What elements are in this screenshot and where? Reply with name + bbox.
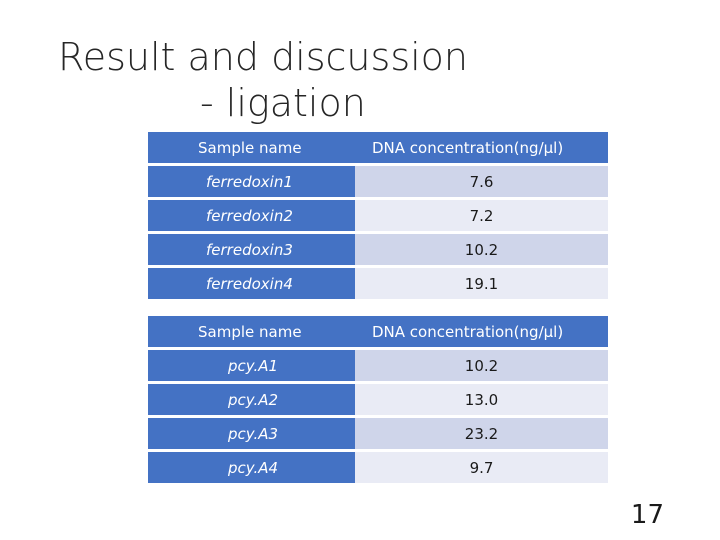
pcya-concentration-table: Sample name DNA concentration(ng/μl) pcy… [148, 316, 608, 483]
table-header-row: Sample name DNA concentration(ng/μl) [148, 316, 608, 349]
table-row: pcy.A1 10.2 [148, 347, 608, 383]
column-header-sample-name: Sample name [148, 316, 355, 349]
slide-title-line2: - ligation [200, 81, 366, 125]
concentration-cell: 7.2 [355, 197, 608, 233]
sample-name-cell: pcy.A4 [148, 449, 355, 483]
table-row: ferredoxin4 19.1 [148, 265, 608, 299]
table-row: ferredoxin2 7.2 [148, 197, 608, 233]
sample-name-cell: ferredoxin4 [148, 265, 355, 299]
slide-title-line1: Result and discussion [58, 35, 469, 79]
table-row: ferredoxin1 7.6 [148, 163, 608, 199]
concentration-cell: 23.2 [355, 415, 608, 451]
table-row: pcy.A4 9.7 [148, 449, 608, 483]
sample-name-cell: ferredoxin2 [148, 197, 355, 233]
concentration-cell: 19.1 [355, 265, 608, 299]
sample-name-cell: pcy.A2 [148, 381, 355, 417]
column-header-sample-name: Sample name [148, 132, 355, 165]
sample-name-cell: ferredoxin3 [148, 231, 355, 267]
ferredoxin-concentration-table: Sample name DNA concentration(ng/μl) fer… [148, 132, 608, 299]
table-row: pcy.A3 23.2 [148, 415, 608, 451]
sample-name-cell: pcy.A1 [148, 347, 355, 383]
table-header-row: Sample name DNA concentration(ng/μl) [148, 132, 608, 165]
sample-name-cell: ferredoxin1 [148, 163, 355, 199]
concentration-cell: 7.6 [355, 163, 608, 199]
concentration-cell: 10.2 [355, 231, 608, 267]
concentration-cell: 13.0 [355, 381, 608, 417]
concentration-cell: 9.7 [355, 449, 608, 483]
table-row: pcy.A2 13.0 [148, 381, 608, 417]
sample-name-cell: pcy.A3 [148, 415, 355, 451]
page-number: 17 [630, 500, 664, 530]
column-header-dna-concentration: DNA concentration(ng/μl) [355, 316, 608, 349]
table-row: ferredoxin3 10.2 [148, 231, 608, 267]
column-header-dna-concentration: DNA concentration(ng/μl) [355, 132, 608, 165]
concentration-cell: 10.2 [355, 347, 608, 383]
